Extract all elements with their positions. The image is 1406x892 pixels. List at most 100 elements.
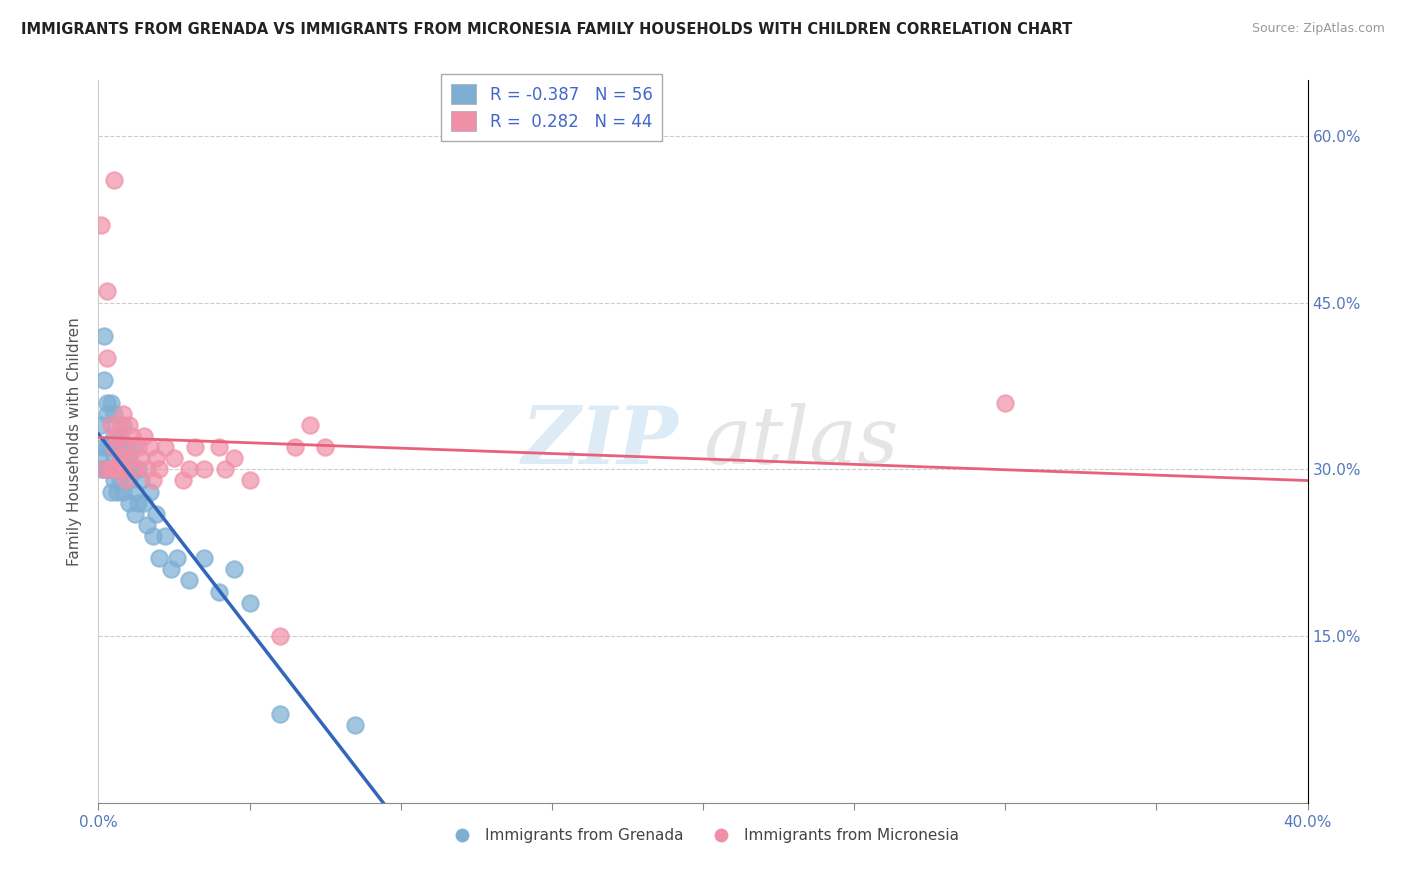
Point [129,451,152,466]
Point [314,440,336,454]
Point [118,496,141,510]
Text: IMMIGRANTS FROM GRENADA VS IMMIGRANTS FROM MICRONESIA FAMILY HOUSEHOLDS WITH CHI: IMMIGRANTS FROM GRENADA VS IMMIGRANTS FR… [21,22,1073,37]
Point [284,440,307,454]
Point [142,529,165,543]
Legend: Immigrants from Grenada, Immigrants from Micronesia: Immigrants from Grenada, Immigrants from… [440,822,966,849]
Point [96,285,118,299]
Point [111,407,134,421]
Point [208,440,231,454]
Point [139,484,162,499]
Point [100,484,122,499]
Point [103,407,125,421]
Point [100,417,122,432]
Point [103,451,125,466]
Point [118,451,141,466]
Point [132,429,155,443]
Point [100,395,122,409]
Point [105,462,128,476]
Point [105,440,128,454]
Point [103,462,125,476]
Point [135,517,157,532]
Point [93,373,115,387]
Point [103,429,125,443]
Point [103,440,125,454]
Point [96,395,118,409]
Point [100,462,122,476]
Point [103,474,125,488]
Text: ZIP: ZIP [522,403,679,480]
Point [166,551,188,566]
Text: atlas: atlas [703,403,898,480]
Point [105,484,128,499]
Point [93,462,115,476]
Point [121,440,143,454]
Point [193,551,215,566]
Point [111,462,134,476]
Point [172,474,194,488]
Point [90,417,112,432]
Point [100,440,122,454]
Y-axis label: Family Households with Children: Family Households with Children [67,318,83,566]
Point [184,440,207,454]
Point [108,451,131,466]
Point [108,474,131,488]
Point [96,351,118,366]
Point [145,451,167,466]
Point [124,484,146,499]
Point [269,629,291,643]
Point [93,329,115,343]
Point [90,462,112,476]
Point [269,706,291,721]
Point [127,496,149,510]
Point [148,462,170,476]
Point [103,173,125,187]
Point [153,440,176,454]
Point [114,462,136,476]
Point [90,218,112,232]
Point [96,462,118,476]
Point [105,429,128,443]
Point [93,462,115,476]
Point [105,462,128,476]
Point [100,462,122,476]
Point [127,462,149,476]
Point [139,440,162,454]
Point [127,440,149,454]
Point [108,451,131,466]
Point [89,451,111,466]
Point [239,596,262,610]
Point [118,451,141,466]
Point [994,395,1017,409]
Point [129,474,152,488]
Point [163,451,186,466]
Point [145,507,167,521]
Point [224,451,246,466]
Point [114,440,136,454]
Point [208,584,231,599]
Point [96,440,118,454]
Point [214,462,236,476]
Point [132,496,155,510]
Point [118,474,141,488]
Point [121,429,143,443]
Point [179,574,201,588]
Point [114,440,136,454]
Point [111,462,134,476]
Point [344,718,367,732]
Point [121,462,143,476]
Point [108,429,131,443]
Text: Source: ZipAtlas.com: Source: ZipAtlas.com [1251,22,1385,36]
Point [124,462,146,476]
Point [96,407,118,421]
Point [142,474,165,488]
Point [124,507,146,521]
Point [299,417,322,432]
Point [111,484,134,499]
Point [153,529,176,543]
Point [108,417,131,432]
Point [111,417,134,432]
Point [224,562,246,576]
Point [148,551,170,566]
Point [193,462,215,476]
Point [239,474,262,488]
